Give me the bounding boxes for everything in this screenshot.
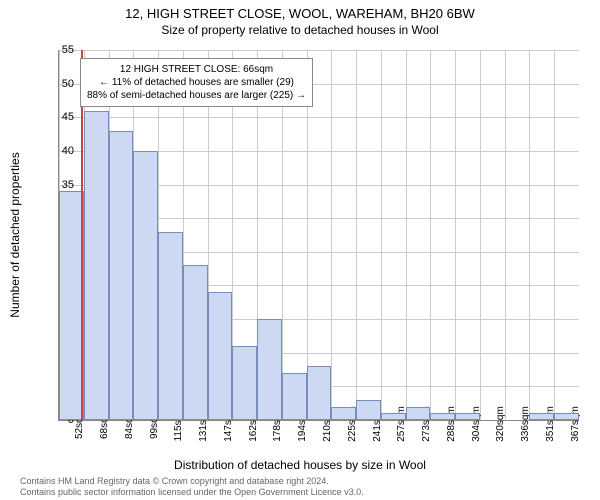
- gridline-v: [505, 50, 506, 420]
- x-tick-label: 367sqm: [570, 406, 581, 442]
- histogram-bar: [406, 407, 431, 420]
- y-tick-label: 55: [46, 44, 74, 56]
- gridline-v: [455, 50, 456, 420]
- gridline-v: [480, 50, 481, 420]
- y-tick-label: 45: [46, 111, 74, 123]
- gridline-v: [430, 50, 431, 420]
- footer-text: Contains HM Land Registry data © Crown c…: [20, 476, 364, 498]
- annotation-line: ← 11% of detached houses are smaller (29…: [87, 76, 306, 89]
- histogram-bar: [356, 400, 381, 420]
- footer-line1: Contains HM Land Registry data © Crown c…: [20, 476, 364, 487]
- annotation-line: 12 HIGH STREET CLOSE: 66sqm: [87, 63, 306, 76]
- histogram-bar: [381, 413, 406, 420]
- gridline-v: [381, 50, 382, 420]
- histogram-bar: [282, 373, 307, 420]
- footer-line2: Contains public sector information licen…: [20, 487, 364, 498]
- y-axis-label: Number of detached properties: [8, 152, 22, 317]
- gridline-v: [529, 50, 530, 420]
- y-tick-label: 35: [46, 179, 74, 191]
- x-tick-label: 320sqm: [495, 406, 506, 442]
- gridline-v: [356, 50, 357, 420]
- x-axis-label: Distribution of detached houses by size …: [0, 458, 600, 472]
- gridline-h: [59, 117, 579, 118]
- histogram-bar: [183, 265, 208, 420]
- histogram-bar: [455, 413, 480, 420]
- histogram-bar: [84, 111, 109, 420]
- x-tick-label: 336sqm: [520, 406, 531, 442]
- gridline-h: [59, 50, 579, 51]
- histogram-bar: [133, 151, 158, 420]
- histogram-bar: [59, 191, 84, 420]
- histogram-bar: [529, 413, 554, 420]
- chart-subtitle: Size of property relative to detached ho…: [0, 21, 600, 37]
- histogram-bar: [158, 232, 183, 420]
- chart-title: 12, HIGH STREET CLOSE, WOOL, WAREHAM, BH…: [0, 0, 600, 21]
- gridline-v: [554, 50, 555, 420]
- annotation-line: 88% of semi-detached houses are larger (…: [87, 89, 306, 102]
- x-tick-label: 351sqm: [545, 406, 556, 442]
- histogram-bar: [208, 292, 233, 420]
- histogram-bar: [307, 366, 332, 420]
- gridline-v: [406, 50, 407, 420]
- gridline-v: [331, 50, 332, 420]
- histogram-bar: [109, 131, 134, 420]
- y-tick-label: 40: [46, 145, 74, 157]
- annotation-box: 12 HIGH STREET CLOSE: 66sqm← 11% of deta…: [80, 58, 313, 107]
- histogram-bar: [554, 413, 579, 420]
- histogram-bar: [257, 319, 282, 420]
- x-tick-label: 304sqm: [471, 406, 482, 442]
- x-tick-label: 288sqm: [446, 406, 457, 442]
- histogram-bar: [430, 413, 455, 420]
- y-tick-label: 50: [46, 78, 74, 90]
- histogram-bar: [232, 346, 257, 420]
- histogram-bar: [331, 407, 356, 420]
